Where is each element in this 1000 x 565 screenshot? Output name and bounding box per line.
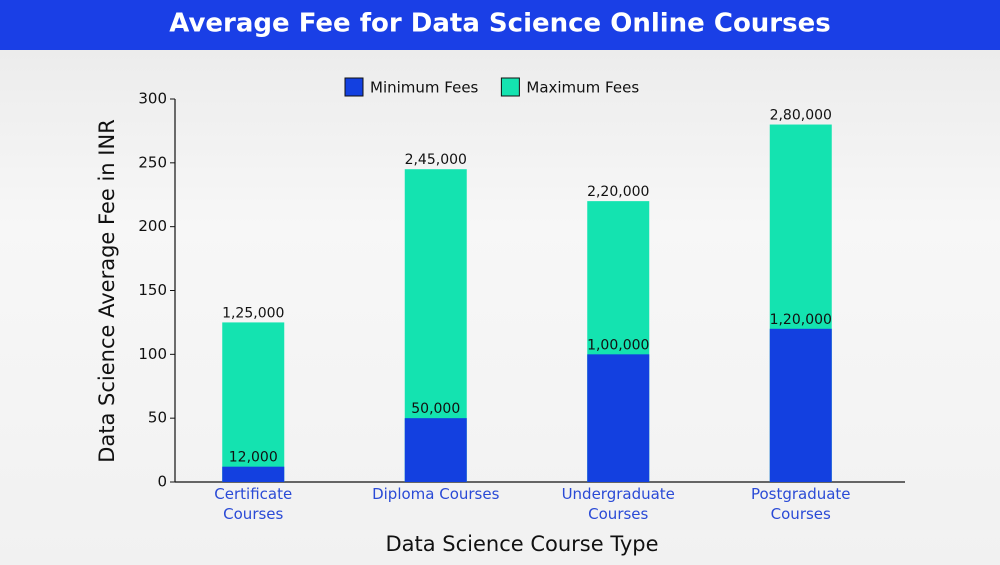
x-tick-label: Certificate Courses bbox=[214, 485, 293, 523]
y-tick-label: 50 bbox=[148, 409, 167, 427]
y-tick-label: 250 bbox=[138, 153, 167, 171]
bar bbox=[404, 418, 467, 482]
title-banner bbox=[0, 0, 1000, 50]
y-axis-label: Data Science Average Fee in INR bbox=[95, 119, 119, 463]
x-tick-label: Undergraduate Courses bbox=[561, 485, 675, 523]
y-tick-label: 0 bbox=[157, 473, 167, 491]
legend-label: Maximum Fees bbox=[526, 79, 639, 97]
value-label: 2,45,000 bbox=[405, 152, 467, 168]
y-tick-label: 200 bbox=[138, 217, 167, 235]
value-label: 2,20,000 bbox=[587, 184, 649, 200]
value-label: 1,25,000 bbox=[222, 305, 284, 321]
legend-swatch bbox=[344, 77, 364, 97]
value-label: 2,80,000 bbox=[770, 108, 832, 124]
y-tick-label: 300 bbox=[138, 90, 167, 108]
value-label: 1,00,000 bbox=[587, 337, 649, 353]
chart-title: Average Fee for Data Science Online Cour… bbox=[169, 9, 830, 39]
value-label: 50,000 bbox=[411, 401, 460, 417]
y-tick-label: 150 bbox=[138, 281, 167, 299]
x-axis-label: Data Science Course Type bbox=[385, 532, 658, 556]
bar bbox=[222, 466, 285, 482]
bar bbox=[587, 354, 650, 482]
bar bbox=[769, 328, 832, 482]
value-label: 12,000 bbox=[229, 450, 278, 466]
bar bbox=[222, 322, 285, 482]
legend-swatch bbox=[500, 77, 520, 97]
legend-label: Minimum Fees bbox=[370, 79, 479, 97]
value-label: 1,20,000 bbox=[770, 312, 832, 328]
x-tick-label: Diploma Courses bbox=[372, 485, 500, 503]
x-tick-label: Postgraduate Courses bbox=[750, 485, 851, 523]
y-tick-label: 100 bbox=[138, 345, 167, 363]
